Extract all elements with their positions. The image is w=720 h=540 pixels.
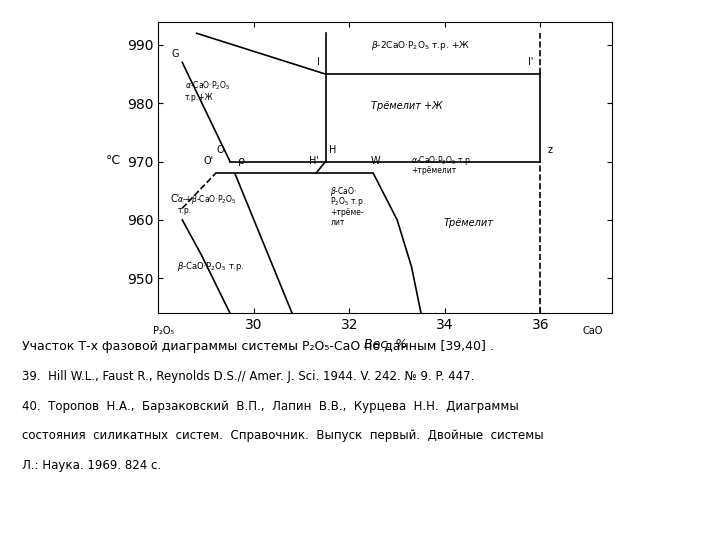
Text: $\alpha$-CaO·P$_2$O$_5$: $\alpha$-CaO·P$_2$O$_5$: [184, 80, 230, 92]
Text: +трёмелит: +трёмелит: [411, 166, 456, 176]
Text: W: W: [371, 157, 380, 166]
Text: H': H': [309, 157, 318, 166]
Text: $\beta$-2CaO·P$_2$O$_5$ т.р. +Ж: $\beta$-2CaO·P$_2$O$_5$ т.р. +Ж: [372, 39, 471, 52]
Text: т.р.: т.р.: [178, 206, 192, 215]
Text: I': I': [528, 57, 534, 68]
Text: P$_2$O$_5$ т.р.: P$_2$O$_5$ т.р.: [330, 195, 366, 208]
Text: 39.  Hill W.L., Faust R., Reynolds D.S.// Amer. J. Sci. 1944. V. 242. № 9. P. 44: 39. Hill W.L., Faust R., Reynolds D.S.//…: [22, 370, 474, 383]
Text: CaO: CaO: [582, 326, 603, 336]
Text: H: H: [329, 145, 336, 155]
Text: состояния  силикатных  систем.  Справочник.  Выпуск  первый.  Двойные  системы: состояния силикатных систем. Справочник.…: [22, 429, 543, 442]
Text: O: O: [217, 145, 225, 155]
Text: C': C': [171, 194, 180, 205]
Text: G: G: [171, 49, 179, 59]
Text: P₂O₅: P₂O₅: [153, 326, 174, 336]
Text: $\beta$-CaO·P$_2$O$_5$ т.р.: $\beta$-CaO·P$_2$O$_5$ т.р.: [178, 260, 245, 273]
Text: лит: лит: [330, 218, 345, 227]
Y-axis label: °C: °C: [106, 154, 121, 167]
Text: z: z: [547, 145, 552, 155]
Text: O': O': [204, 157, 214, 166]
Text: Л.: Наука. 1969. 824 с.: Л.: Наука. 1969. 824 с.: [22, 459, 161, 472]
X-axis label: Вес. %: Вес. %: [364, 338, 407, 350]
Text: $\alpha$-CaO·P$_2$O$_5$ т.р.: $\alpha$-CaO·P$_2$O$_5$ т.р.: [411, 154, 474, 167]
Text: Трёмелит +Ж: Трёмелит +Ж: [371, 101, 443, 111]
Text: т.р.+Ж: т.р.+Ж: [184, 93, 213, 103]
Text: $\alpha$-+$\beta$-CaO·P$_2$O$_5$: $\alpha$-+$\beta$-CaO·P$_2$O$_5$: [178, 193, 237, 206]
Text: I: I: [317, 57, 320, 68]
Text: ρ: ρ: [238, 157, 246, 166]
Text: +трёме-: +трёме-: [330, 208, 364, 217]
Text: Трёмелит: Трёмелит: [444, 218, 494, 228]
Text: 40.  Торопов  Н.А.,  Барзаковский  В.П.,  Лапин  В.В.,  Курцева  Н.Н.  Диаграммы: 40. Торопов Н.А., Барзаковский В.П., Лап…: [22, 400, 518, 413]
Text: Участок Т-х фазовой диаграммы системы P₂O₅-CaO по данным [39,40] .: Участок Т-х фазовой диаграммы системы P₂…: [22, 340, 493, 353]
Text: $\beta$-CaO·: $\beta$-CaO·: [330, 185, 358, 198]
